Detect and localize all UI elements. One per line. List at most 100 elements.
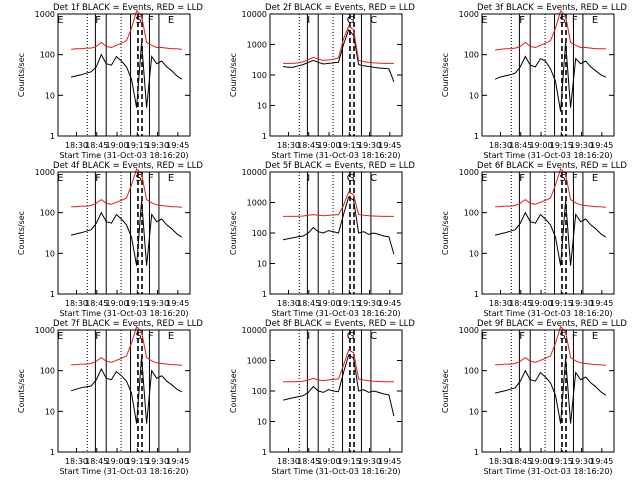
x-tick-label: 18:45	[297, 457, 320, 466]
x-tick-label: 18:30	[65, 299, 88, 308]
x-tick-label: 19:15	[550, 299, 573, 308]
x-tick-label: 19:15	[338, 141, 361, 150]
y-tick-label: 10	[45, 91, 55, 100]
x-tick-label: 19:30	[570, 457, 593, 466]
y-tick-label: 1000	[35, 168, 55, 177]
detector-panel: Det 5f BLACK = Events, RED = LLD I G C 1 10 10…	[229, 161, 415, 318]
region-letter: E	[168, 15, 174, 26]
y-axis-label: Counts/sec	[17, 53, 26, 97]
x-tick-label: 18:45	[509, 457, 532, 466]
region-letter: E	[592, 15, 598, 26]
y-axis-label: Counts/sec	[229, 211, 238, 255]
y-tick-label: 1	[50, 448, 55, 457]
region-letter: F	[519, 173, 525, 184]
panel-title: Det 9f BLACK = Events, RED = LLD	[477, 319, 627, 329]
plot-frame	[57, 171, 191, 295]
x-tick-label: 19:45	[590, 141, 613, 150]
region-letter: I	[307, 15, 310, 26]
region-letter: F	[95, 173, 101, 184]
events-series-line	[70, 200, 183, 266]
x-tick-label: 19:15	[338, 299, 361, 308]
detector-panel: Det 2f BLACK = Events, RED = LLD I G C 1 10 10…	[229, 3, 415, 160]
y-tick-label: 10	[45, 249, 55, 258]
y-tick-label: 1000	[247, 199, 267, 208]
y-tick-label: 1	[262, 448, 267, 457]
x-tick-label: 18:45	[297, 141, 320, 150]
region-letter: S	[559, 331, 565, 342]
x-tick-label: 19:45	[378, 299, 401, 308]
y-tick-label: 1000	[247, 357, 267, 366]
y-tick-label: 10000	[242, 168, 267, 177]
x-tick-label: 19:45	[378, 457, 401, 466]
x-tick-label: 19:30	[570, 299, 593, 308]
x-tick-label: 19:00	[317, 141, 340, 150]
plot-frame	[481, 329, 615, 453]
y-axis-label: Counts/sec	[441, 369, 450, 413]
panel-title: Det 1f BLACK = Events, RED = LLD	[53, 3, 203, 13]
x-tick-label: 19:00	[105, 299, 128, 308]
y-tick-label: 1000	[247, 41, 267, 50]
events-series-line	[494, 358, 607, 424]
panel-title: Det 8f BLACK = Events, RED = LLD	[265, 319, 415, 329]
y-tick-label: 100	[464, 209, 479, 218]
region-letter: C	[370, 173, 377, 184]
x-axis-label: Start Time (31-Oct-03 18:16:20)	[483, 309, 612, 318]
x-tick-label: 19:30	[358, 457, 381, 466]
y-axis-label: Counts/sec	[441, 53, 450, 97]
panel-title: Det 3f BLACK = Events, RED = LLD	[477, 3, 627, 13]
x-tick-label: 19:00	[105, 457, 128, 466]
region-letter: F	[519, 331, 525, 342]
region-letter: E	[592, 173, 598, 184]
x-tick-label: 18:30	[277, 299, 300, 308]
x-axis-label: Start Time (31-Oct-03 18:16:20)	[271, 467, 400, 476]
plot-frame	[481, 171, 615, 295]
region-letter: F	[572, 331, 578, 342]
x-axis-label: Start Time (31-Oct-03 18:16:20)	[483, 151, 612, 160]
region-letter: F	[148, 173, 154, 184]
x-tick-label: 19:15	[126, 141, 149, 150]
y-tick-label: 10	[257, 260, 267, 269]
x-axis-label: Start Time (31-Oct-03 18:16:20)	[59, 467, 188, 476]
x-tick-label: 18:30	[277, 141, 300, 150]
y-tick-label: 100	[40, 51, 55, 60]
lld-series-line	[71, 167, 182, 208]
y-tick-label: 1000	[35, 326, 55, 335]
y-tick-label: 1	[50, 132, 55, 141]
y-tick-label: 10	[45, 407, 55, 416]
x-axis-label: Start Time (31-Oct-03 18:16:20)	[59, 151, 188, 160]
lld-series-line	[495, 167, 606, 208]
y-tick-label: 100	[464, 367, 479, 376]
region-letter: I	[307, 173, 310, 184]
lld-series-line	[283, 349, 394, 383]
x-tick-label: 19:00	[529, 457, 552, 466]
region-letter: F	[148, 15, 154, 26]
x-tick-label: 18:45	[85, 299, 108, 308]
x-tick-label: 18:30	[489, 141, 512, 150]
y-tick-label: 1000	[459, 168, 479, 177]
y-tick-label: 1000	[459, 326, 479, 335]
x-tick-label: 19:45	[378, 141, 401, 150]
region-letter: I	[307, 331, 310, 342]
plot-frame	[269, 171, 403, 295]
region-letter: S	[559, 173, 565, 184]
x-tick-label: 18:45	[297, 299, 320, 308]
region-letter: G	[347, 173, 355, 184]
x-tick-label: 19:30	[358, 299, 381, 308]
x-tick-label: 19:45	[590, 299, 613, 308]
y-axis-label: Counts/sec	[229, 53, 238, 97]
region-letter: S	[559, 15, 565, 26]
y-tick-label: 100	[464, 51, 479, 60]
region-letter: E	[481, 15, 487, 26]
plot-frame	[269, 13, 403, 137]
x-tick-label: 18:45	[85, 457, 108, 466]
lld-series-line	[283, 25, 394, 64]
x-tick-label: 19:15	[126, 299, 149, 308]
y-axis-label: Counts/sec	[17, 369, 26, 413]
lld-series-line	[495, 325, 606, 366]
y-tick-label: 10	[469, 407, 479, 416]
x-axis-label: Start Time (31-Oct-03 18:16:20)	[271, 151, 400, 160]
x-tick-label: 19:15	[550, 457, 573, 466]
x-tick-label: 19:00	[317, 457, 340, 466]
x-tick-label: 18:30	[65, 141, 88, 150]
